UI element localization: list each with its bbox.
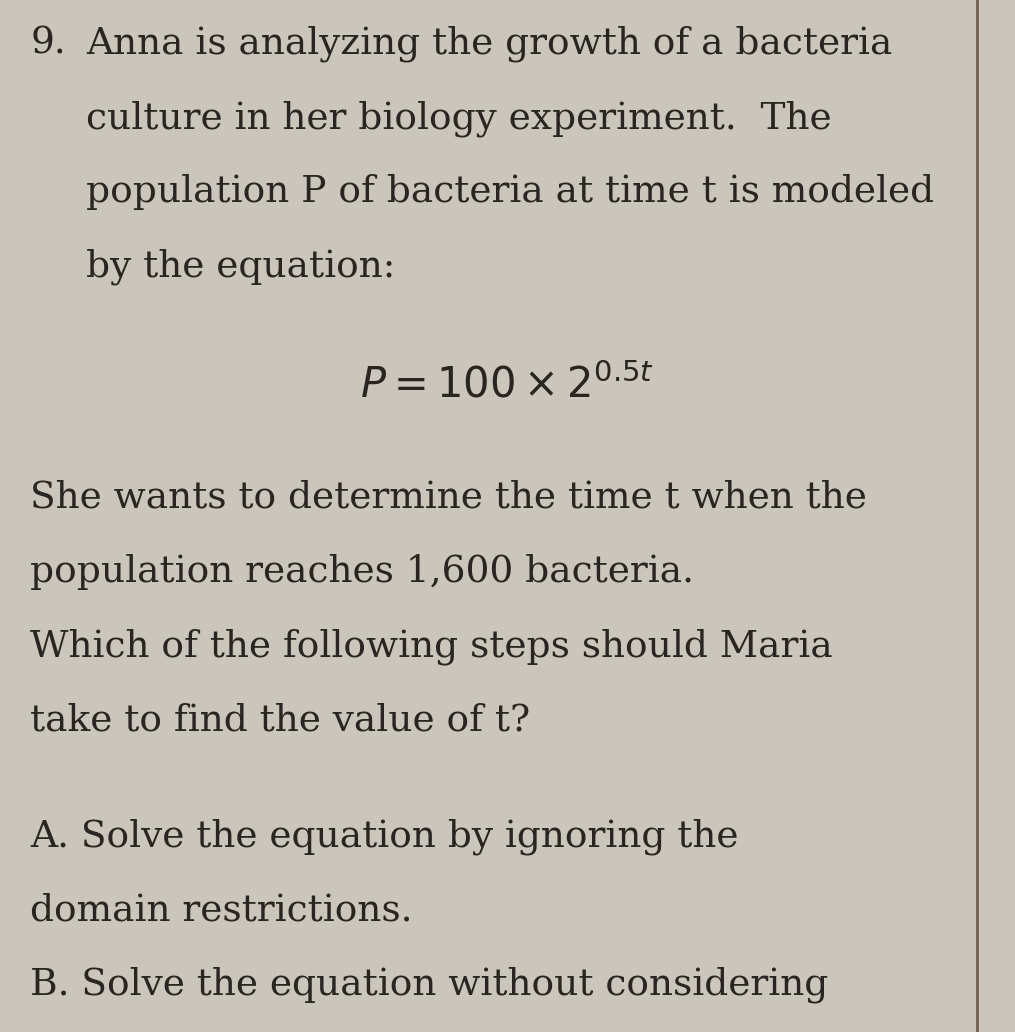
Text: She wants to determine the time t when the: She wants to determine the time t when t…	[30, 480, 868, 516]
Text: culture in her biology experiment.  The: culture in her biology experiment. The	[86, 100, 832, 136]
Text: Which of the following steps should Maria: Which of the following steps should Mari…	[30, 628, 833, 665]
Text: A. Solve the equation by ignoring the: A. Solve the equation by ignoring the	[30, 818, 739, 854]
Text: take to find the value of t?: take to find the value of t?	[30, 703, 531, 739]
Text: domain restrictions.: domain restrictions.	[30, 893, 413, 929]
Text: population reaches 1,600 bacteria.: population reaches 1,600 bacteria.	[30, 554, 694, 590]
Text: by the equation:: by the equation:	[86, 249, 396, 285]
Text: $P = 100 \times 2^{0.5t}$: $P = 100 \times 2^{0.5t}$	[360, 364, 655, 407]
Text: 9.: 9.	[30, 26, 66, 62]
Text: population P of bacteria at time t is modeled: population P of bacteria at time t is mo…	[86, 174, 935, 211]
Text: Anna is analyzing the growth of a bacteria: Anna is analyzing the growth of a bacter…	[86, 26, 892, 62]
Text: B. Solve the equation without considering: B. Solve the equation without considerin…	[30, 967, 828, 1003]
